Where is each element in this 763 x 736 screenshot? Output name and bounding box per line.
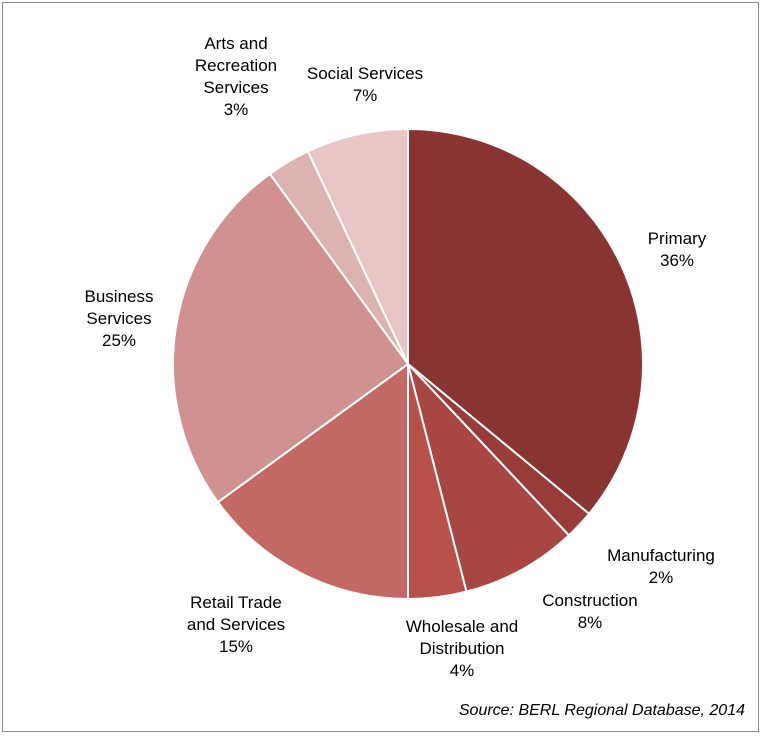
slice-label: Construction 8% [542,591,637,632]
slice-label: Retail Trade and Services 15% [187,593,285,656]
slice-label: Business Services 25% [85,287,154,350]
pie-slices [172,127,644,601]
pie-slice-business-services [172,172,410,504]
pie-slice-primary [407,127,644,516]
slice-label: Wholesale and Distribution 4% [406,617,518,680]
slice-label: Manufacturing 2% [607,546,715,587]
pie-labels: Primary 36% Manufacturing 2%Construction 8% W… [85,34,715,680]
pie-slice-social-services [306,127,409,365]
pie-slice-construction [407,363,571,593]
slice-label: Primary 36% [648,229,707,270]
source-note: Source: BERL Regional Database, 2014 [458,702,745,719]
slice-label: Arts and Recreation Services 3% [195,34,277,119]
pie-slice-retail-trade-and-services [216,362,409,601]
slice-label: Social Services 7% [307,64,423,105]
